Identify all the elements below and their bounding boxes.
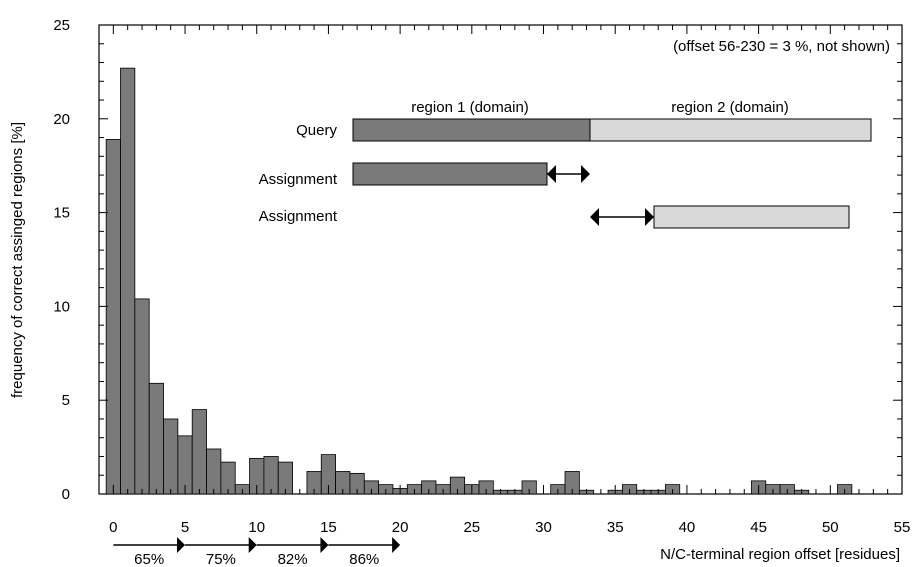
x-tick-label: 50 (822, 519, 839, 536)
assignment-region1-bar (352, 162, 548, 186)
query-region2-bar (589, 118, 872, 142)
inset-diagram: region 1 (domain) region 2 (domain) Quer… (259, 99, 872, 229)
bar-offset-4 (163, 418, 179, 495)
query-label: Query (296, 122, 337, 139)
plot-frame (98, 24, 903, 495)
y-axis-label: frequency of correct assinged regions [%… (9, 122, 26, 398)
region2-label: region 2 (domain) (671, 99, 789, 116)
x-tick-label: 55 (894, 519, 911, 536)
y-tick-label: 25 (53, 17, 70, 34)
x-tick-label: 45 (750, 519, 767, 536)
bar-offset-0 (105, 139, 121, 495)
y-tick-label: 10 (53, 298, 70, 315)
x-tick-label: 25 (463, 519, 480, 536)
x-tick-label: 20 (392, 519, 409, 536)
cumulative-percent-label: 86% (349, 551, 379, 567)
offset-arrowhead-right-2 (645, 208, 654, 226)
y-tick-label: 5 (62, 392, 70, 409)
region1-label: region 1 (domain) (411, 99, 529, 116)
bars-group (105, 67, 853, 495)
x-tick-label: 40 (679, 519, 696, 536)
cumulative-arrowhead (320, 537, 329, 553)
query-region1-bar (352, 118, 591, 142)
y-tick-label: 0 (62, 486, 70, 503)
offset-note: (offset 56-230 = 3 %, not shown) (673, 38, 890, 55)
cumulative-percent-label: 65% (134, 551, 164, 567)
assignment-region2-bar (653, 205, 850, 229)
ticks-group (98, 24, 903, 495)
assignment-label-2: Assignment (259, 208, 338, 225)
tick-labels-group: 0 5 10 15 20 25 30 35 40 45 50 55 0 5 10 15 20 25 (53, 17, 910, 536)
cumulative-arrowhead (392, 537, 401, 553)
offset-arrowhead-right-1 (581, 165, 590, 183)
x-tick-label: 0 (109, 519, 117, 536)
cumulative-percent-label: 75% (206, 551, 236, 567)
x-tick-label: 5 (181, 519, 189, 536)
x-tick-label: 15 (320, 519, 337, 536)
bar-offset-6 (191, 409, 207, 495)
cumulative-arrowhead (177, 537, 186, 553)
x-tick-label: 30 (535, 519, 552, 536)
bar-offset-11 (263, 456, 279, 495)
offset-arrowhead-left-2 (590, 208, 599, 226)
cumulative-percent-label: 82% (278, 551, 308, 567)
cumulative-arrows-group: 65% 75% 82% 86% (113, 537, 401, 567)
bar-offset-2 (134, 298, 150, 495)
x-tick-label: 35 (607, 519, 624, 536)
bar-offset-7 (206, 448, 222, 495)
y-tick-label: 20 (53, 111, 70, 128)
offset-arrowhead-left-1 (547, 165, 556, 183)
bar-offset-3 (148, 382, 164, 495)
assignment-label-1: Assignment (259, 171, 338, 188)
x-axis-label: N/C-terminal region offset [residues] (660, 546, 900, 563)
y-tick-label: 15 (53, 205, 70, 222)
x-tick-label: 10 (248, 519, 265, 536)
bar-offset-1 (120, 67, 136, 495)
cumulative-arrowhead (248, 537, 257, 553)
